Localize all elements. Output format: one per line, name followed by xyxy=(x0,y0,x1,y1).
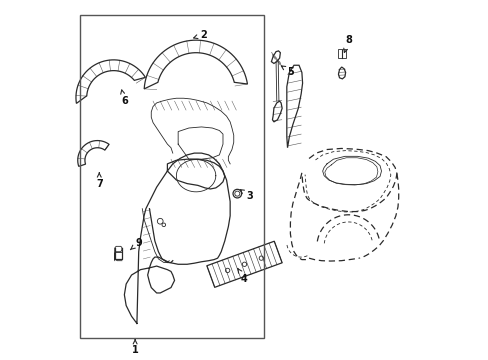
Text: 2: 2 xyxy=(193,30,206,40)
Text: 8: 8 xyxy=(343,35,351,53)
Text: 4: 4 xyxy=(237,269,247,284)
Text: 6: 6 xyxy=(121,90,127,106)
Text: 7: 7 xyxy=(96,173,102,189)
Bar xyxy=(337,49,345,58)
Text: 3: 3 xyxy=(240,190,253,201)
Text: 9: 9 xyxy=(130,238,142,250)
Text: 1: 1 xyxy=(131,339,138,355)
Bar xyxy=(80,15,264,338)
Text: 5: 5 xyxy=(281,66,294,77)
